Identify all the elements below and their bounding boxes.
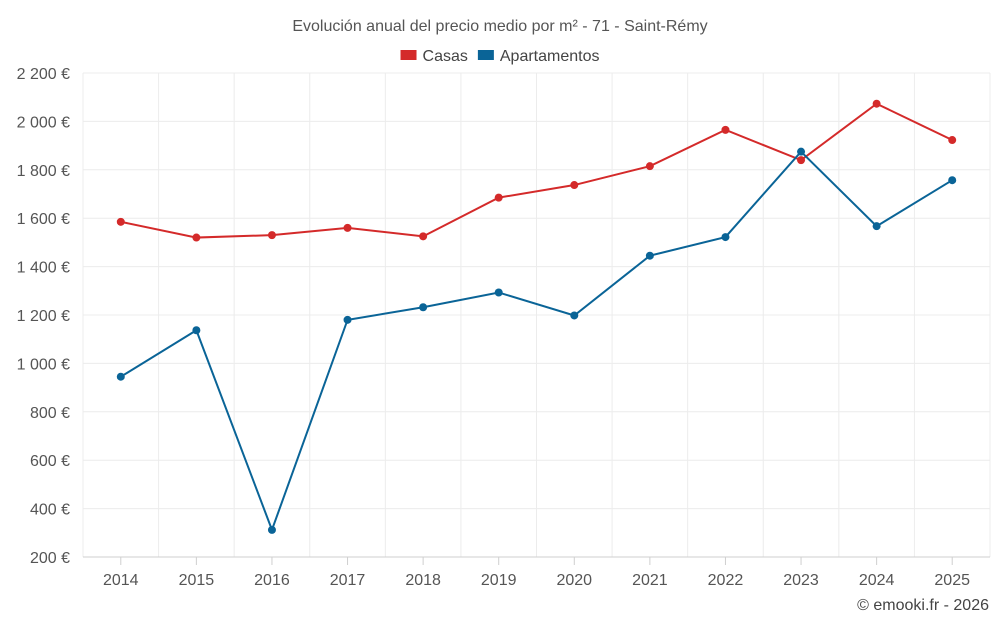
data-point-apartamentos[interactable] <box>872 222 881 231</box>
data-point-apartamentos[interactable] <box>267 525 276 534</box>
series-layer <box>116 99 957 534</box>
legend: Casas Apartamentos <box>400 48 600 65</box>
x-tick-label: 2015 <box>179 572 215 589</box>
x-tick-label: 2023 <box>783 572 819 589</box>
data-point-casas[interactable] <box>797 156 806 165</box>
data-point-apartamentos[interactable] <box>570 311 579 320</box>
data-point-apartamentos[interactable] <box>419 303 428 312</box>
data-point-casas[interactable] <box>570 181 579 190</box>
chart-title: Evolución anual del precio medio por m² … <box>292 18 707 35</box>
x-tick-label: 2021 <box>632 572 668 589</box>
series-line-casas <box>120 102 953 239</box>
y-tick-label: 1 200 € <box>17 308 70 325</box>
x-tick-label: 2022 <box>708 572 744 589</box>
y-tick-label: 400 € <box>30 502 70 519</box>
data-point-casas[interactable] <box>343 223 352 232</box>
y-axis: 200 € 400 € 600 € 800 € 1 000 € 1 200 € 1 400 … <box>17 66 70 567</box>
y-tick-label: 1 000 € <box>17 356 70 373</box>
y-tick-label: 2 200 € <box>17 66 70 83</box>
credit-text: © emooki.fr - 2026 <box>857 597 989 614</box>
data-point-apartamentos[interactable] <box>721 233 730 242</box>
x-tick-label: 2024 <box>859 572 895 589</box>
x-tick-label: 2018 <box>405 572 441 589</box>
data-point-apartamentos[interactable] <box>192 326 201 335</box>
y-tick-label: 600 € <box>30 453 70 470</box>
data-point-apartamentos[interactable] <box>494 288 503 297</box>
grid <box>82 72 991 558</box>
data-point-casas[interactable] <box>494 193 503 202</box>
legend-label: Casas <box>423 48 468 65</box>
data-point-casas[interactable] <box>419 232 428 241</box>
y-tick-label: 200 € <box>30 550 70 567</box>
x-tick-label: 2014 <box>103 572 139 589</box>
data-point-casas[interactable] <box>872 99 881 108</box>
y-tick-label: 1 400 € <box>17 260 70 277</box>
legend-label: Apartamentos <box>500 48 600 65</box>
data-point-apartamentos[interactable] <box>116 372 125 381</box>
x-tick-label: 2017 <box>330 572 366 589</box>
x-tick-label: 2019 <box>481 572 517 589</box>
x-tick-label: 2016 <box>254 572 290 589</box>
data-point-casas[interactable] <box>192 233 201 242</box>
series-casas <box>116 99 957 242</box>
series-line-apartamentos <box>120 150 953 533</box>
y-tick-label: 1 800 € <box>17 163 70 180</box>
data-point-casas[interactable] <box>721 125 730 134</box>
x-tick-label: 2025 <box>934 572 970 589</box>
legend-swatch-casas[interactable] <box>400 50 417 60</box>
x-tick-label: 2020 <box>556 572 592 589</box>
data-point-casas[interactable] <box>645 162 654 171</box>
data-point-casas[interactable] <box>116 217 125 226</box>
y-tick-label: 1 600 € <box>17 211 70 228</box>
y-tick-label: 2 000 € <box>17 114 70 131</box>
data-point-apartamentos[interactable] <box>797 147 806 156</box>
data-point-apartamentos[interactable] <box>343 315 352 324</box>
data-point-apartamentos[interactable] <box>948 176 957 185</box>
x-axis: 2014 2015 2016 2017 2018 2019 2020 2021 2022 2023… <box>103 557 970 589</box>
y-tick-label: 800 € <box>30 405 70 422</box>
data-point-casas[interactable] <box>267 231 276 240</box>
data-point-apartamentos[interactable] <box>645 251 654 260</box>
legend-swatch-apartamentos[interactable] <box>477 50 494 60</box>
series-apartamentos <box>116 147 957 534</box>
data-point-casas[interactable] <box>948 136 957 145</box>
